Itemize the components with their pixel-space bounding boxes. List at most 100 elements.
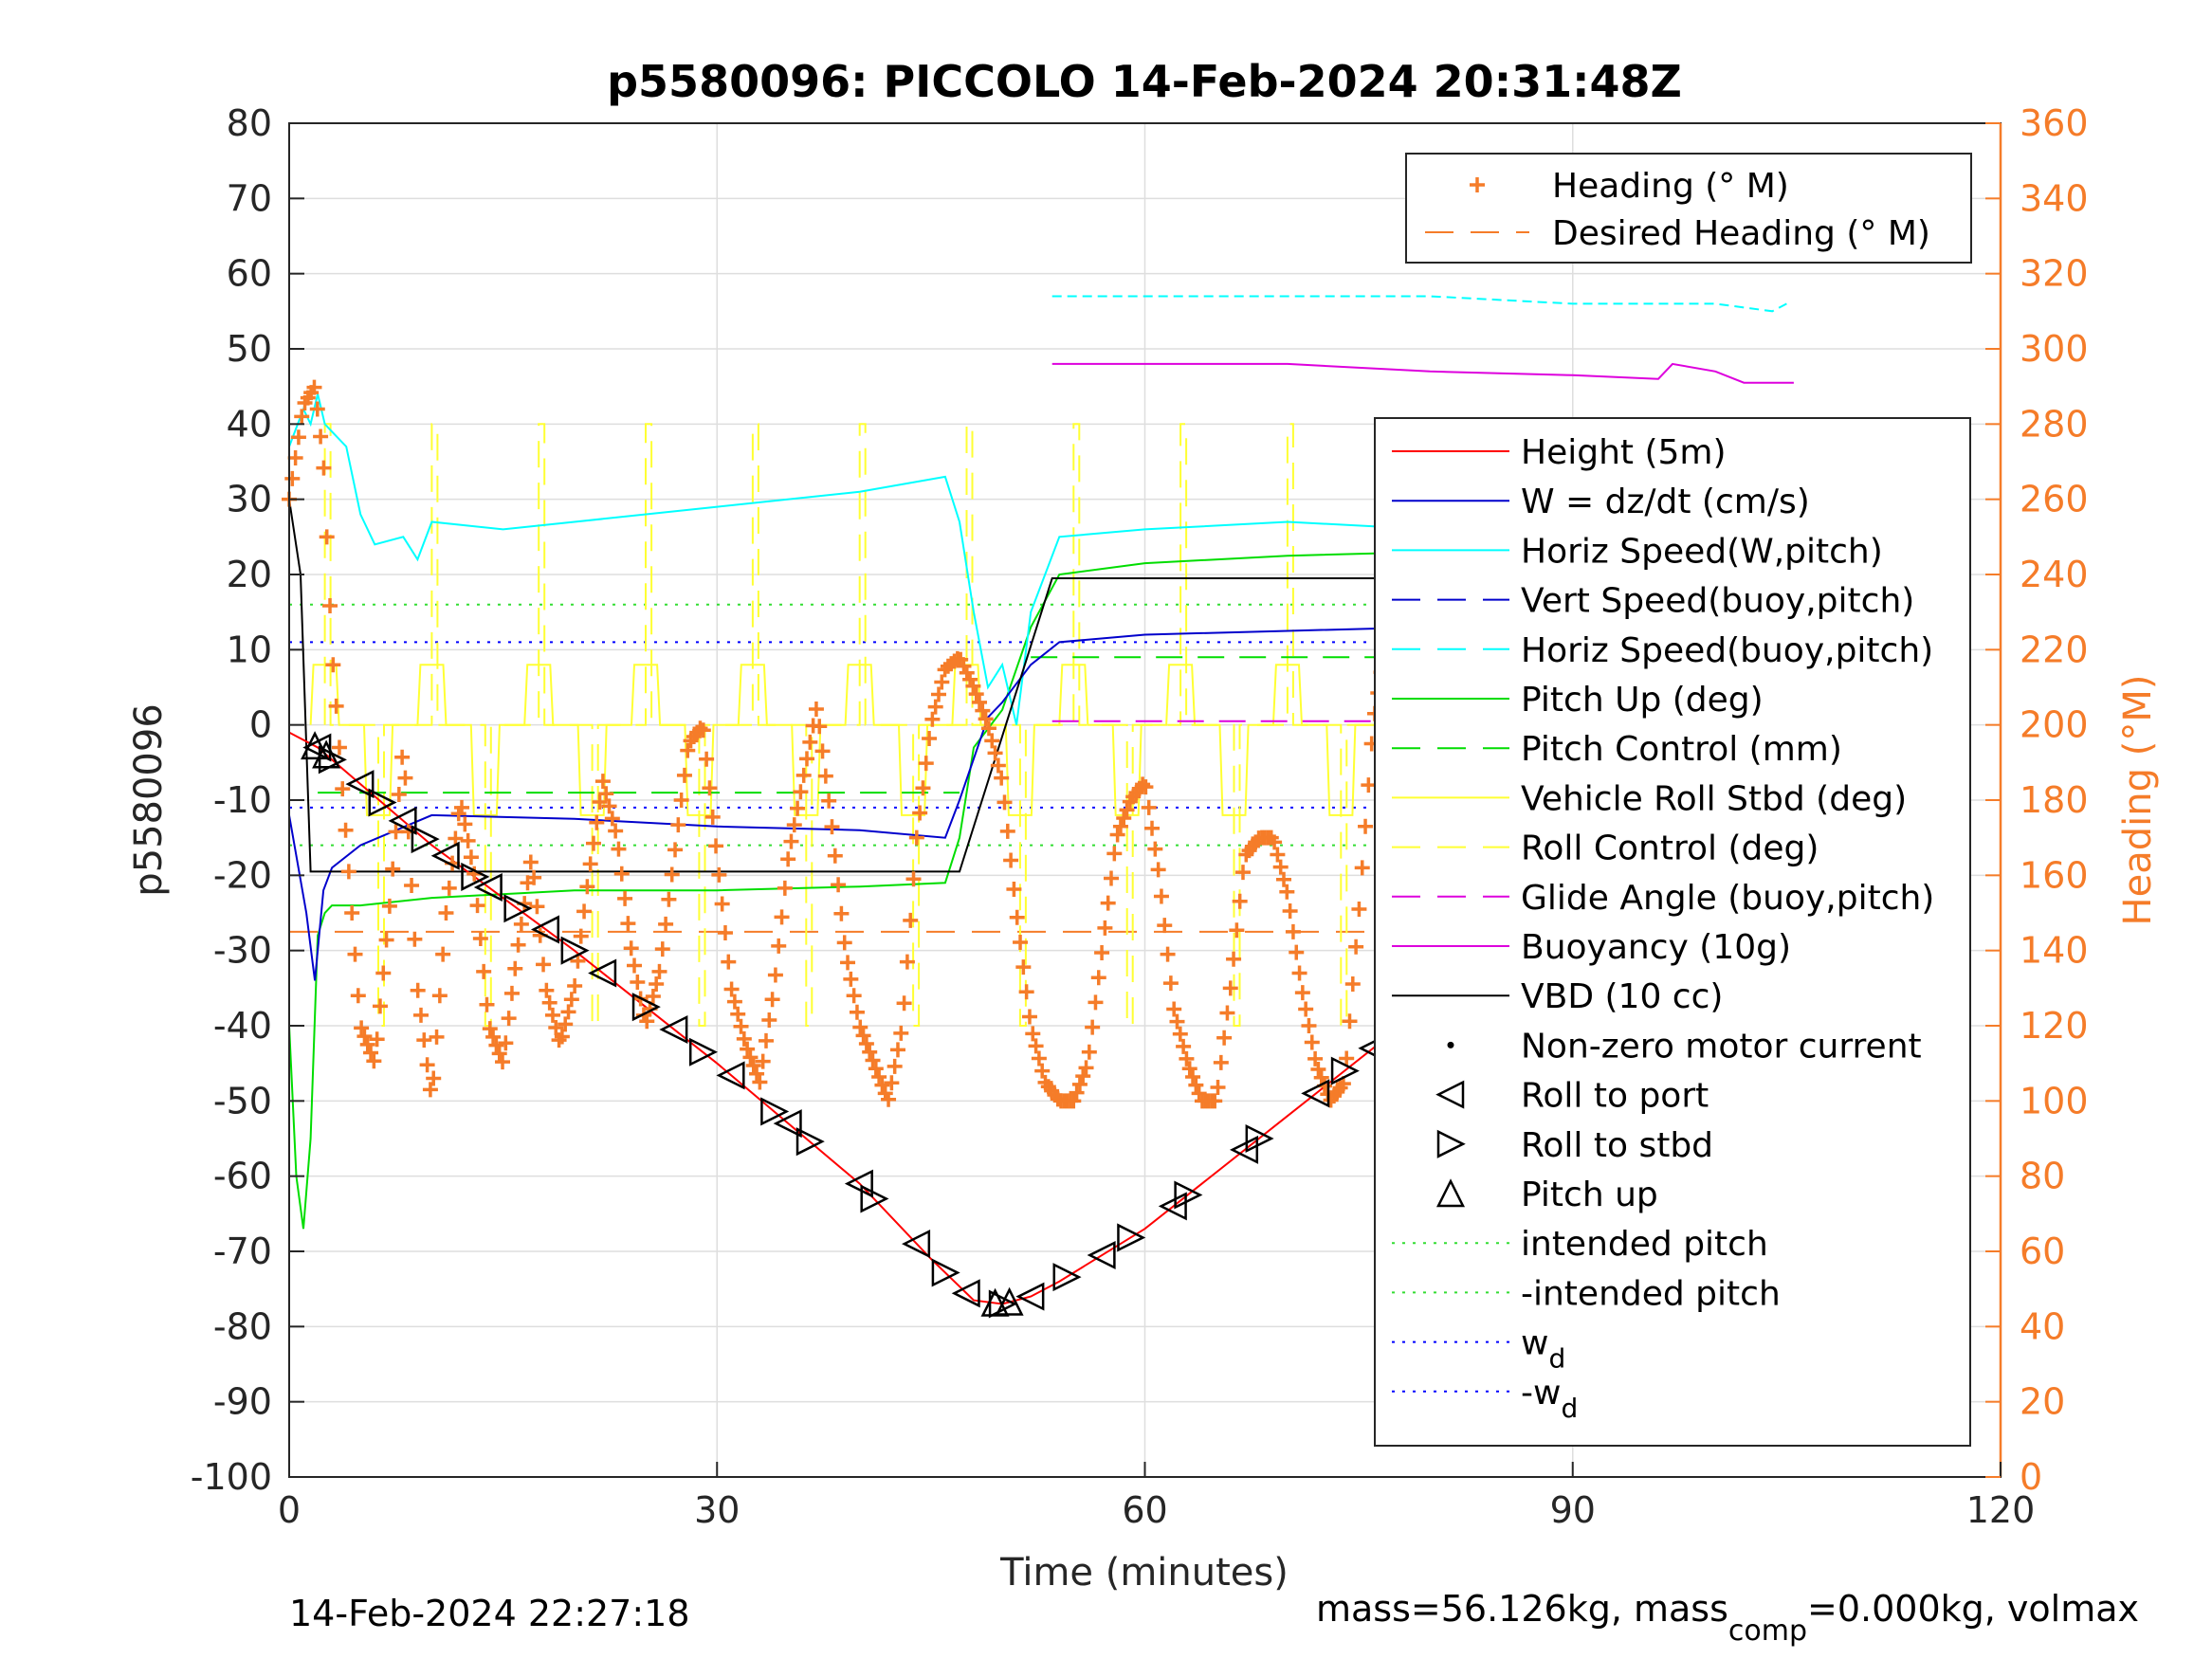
y-tick-label-right: 360 <box>2020 102 2089 144</box>
legend-top: Heading (° M) Desired Heading (° M) <box>1405 153 1972 264</box>
heading-marker <box>996 794 1013 811</box>
heading-marker <box>1348 939 1364 955</box>
legend-label-main: -w <box>1521 1374 1561 1413</box>
heading-marker <box>736 1030 752 1047</box>
heading-marker <box>294 409 310 425</box>
heading-marker <box>1153 888 1169 904</box>
heading-marker <box>1003 852 1019 868</box>
y-tick-label-left: -80 <box>213 1305 272 1347</box>
heading-marker <box>598 786 614 802</box>
roll-to-stbd-marker <box>631 993 661 1022</box>
y-tick-label-left: 20 <box>227 554 272 595</box>
legend-label-sub: d <box>1548 1343 1565 1375</box>
heading-marker <box>702 780 718 796</box>
legend-label-main: Horiz Speed(W,pitch) <box>1521 532 1883 571</box>
heading-marker <box>363 1045 379 1061</box>
heading-marker <box>968 686 984 702</box>
heading-marker <box>1150 862 1166 878</box>
x-tick-label: 0 <box>278 1489 301 1531</box>
heading-marker <box>827 848 843 864</box>
heading-marker <box>831 877 847 893</box>
heading-marker <box>313 428 329 445</box>
heading-marker <box>667 842 684 858</box>
legend-label-main: intended pitch <box>1521 1225 1768 1264</box>
heading-marker <box>441 880 457 896</box>
heading-marker <box>824 819 840 835</box>
heading-marker <box>1169 1013 1185 1030</box>
legend-label-main: Vert Speed(buoy,pitch) <box>1521 582 1914 621</box>
legend-label: W = dz/dt (cm/s) <box>1521 483 1810 521</box>
heading-marker <box>431 988 448 1004</box>
heading-marker <box>899 954 915 970</box>
x-tick-label: 120 <box>1966 1489 2036 1531</box>
legend-label: Pitch up <box>1521 1176 1658 1214</box>
roll-to-stbd-marker <box>860 1184 889 1213</box>
footer-mass-info: mass=56.126kg, masscomp=0.000kg, volmax <box>1316 1588 2139 1648</box>
legend-label-main: Horiz Speed(buoy,pitch) <box>1521 631 1933 670</box>
heading-marker <box>429 1029 445 1045</box>
heading-marker <box>560 1004 576 1020</box>
heading-marker <box>1304 1034 1320 1050</box>
legend-label: Vert Speed(buoy,pitch) <box>1521 582 1914 621</box>
heading-marker <box>980 720 996 737</box>
heading-marker <box>922 730 938 746</box>
heading-marker <box>717 925 733 941</box>
heading-marker <box>817 768 833 784</box>
y-tick-label-right: 260 <box>2020 479 2089 520</box>
heading-marker <box>485 1029 502 1045</box>
heading-marker <box>1025 1026 1041 1042</box>
heading-marker <box>723 981 740 997</box>
heading-marker <box>1085 1019 1101 1035</box>
heading-marker <box>893 1025 909 1041</box>
heading-marker <box>620 916 636 932</box>
heading-marker <box>369 1031 385 1048</box>
legend-label: Roll to stbd <box>1521 1126 1713 1165</box>
heading-marker <box>563 992 579 1008</box>
y-tick-label-right: 0 <box>2020 1456 2042 1498</box>
heading-marker <box>1188 1077 1204 1093</box>
heading-marker <box>774 909 790 925</box>
legend-label-main: Pitch up <box>1521 1176 1658 1214</box>
legend-top-label: Desired Heading (° M) <box>1552 214 1930 253</box>
heading-marker <box>567 977 583 994</box>
heading-marker <box>507 960 523 976</box>
legend-label-main: Pitch Up (deg) <box>1521 681 1764 720</box>
heading-marker <box>1219 1005 1235 1021</box>
heading-marker <box>887 1058 903 1074</box>
heading-marker <box>896 995 912 1012</box>
pitch-up-marker <box>995 1286 1024 1316</box>
heading-marker <box>1069 1085 1085 1101</box>
heading-marker <box>1147 841 1163 857</box>
heading-marker <box>1222 980 1238 996</box>
heading-marker <box>1094 945 1110 961</box>
heading-marker <box>460 832 476 848</box>
heading-marker <box>1018 984 1034 1000</box>
heading-marker <box>708 838 724 854</box>
heading-marker <box>1313 1069 1329 1085</box>
y-tick-label-left: -50 <box>213 1080 272 1121</box>
heading-marker <box>501 1011 517 1027</box>
y-axis-label-right: Heading (°M) <box>2116 675 2160 926</box>
heading-marker <box>1075 1068 1091 1085</box>
heading-marker <box>927 699 943 715</box>
heading-marker <box>513 916 529 932</box>
heading-marker <box>482 1021 498 1037</box>
legend-label: Height (5m) <box>1521 433 1727 472</box>
heading-marker <box>1021 1009 1037 1025</box>
heading-marker <box>849 1004 865 1020</box>
heading-marker <box>331 739 347 756</box>
heading-marker <box>695 722 711 738</box>
heading-marker <box>1229 922 1245 939</box>
heading-marker <box>397 770 413 786</box>
y-tick-label-right: 140 <box>2020 930 2089 972</box>
heading-marker <box>1066 1093 1082 1109</box>
roll-to-stbd-marker <box>988 1289 1017 1319</box>
heading-marker <box>871 1068 887 1085</box>
heading-marker <box>721 954 737 970</box>
x-axis-label: Time (minutes) <box>999 1551 1289 1595</box>
heading-marker <box>680 742 696 758</box>
heading-marker <box>1081 1044 1097 1060</box>
heading-marker <box>1181 1061 1197 1077</box>
pitch-up-marker <box>312 739 341 769</box>
heading-marker <box>1344 975 1361 992</box>
